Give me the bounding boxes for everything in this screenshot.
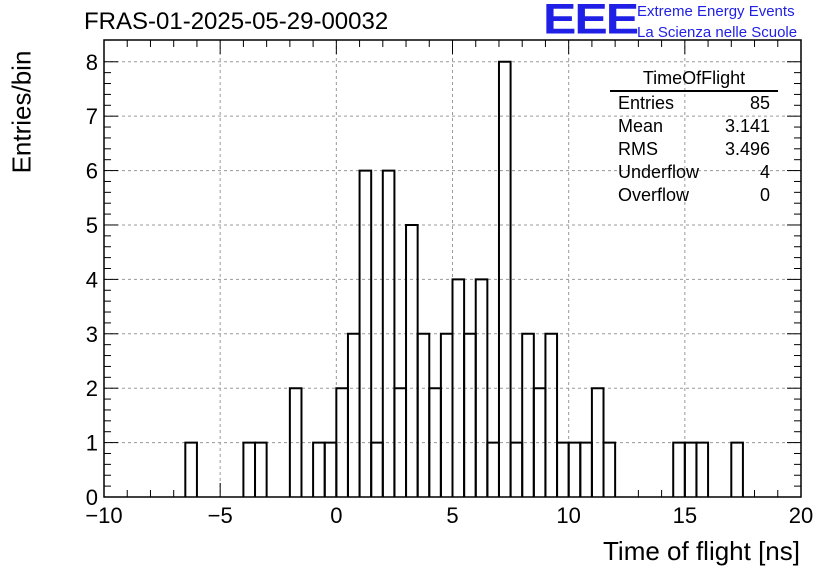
histogram-bin [730,441,744,497]
axis-ticks [103,40,802,498]
stats-label: Overflow [618,185,690,205]
histogram-bins [184,60,744,497]
stats-row-rms: RMS 3.496 [610,138,778,161]
y-tick-label: 6 [86,159,98,184]
histogram-bin [381,169,396,497]
histogram-bin [288,387,303,497]
stats-value: 0 [759,185,770,205]
logo-tagline-1: Extreme Energy Events [637,3,795,20]
histogram-bin [497,60,512,497]
x-tick-label: −10 [85,503,122,528]
y-tick-label: 5 [86,213,98,238]
x-tick-label: 0 [330,503,342,528]
eee-logo: EEE [543,0,639,44]
y-tick-label: 3 [86,322,98,347]
tick-labels: −10 −5 0 5 10 15 20 0 1 2 3 4 5 6 7 8 [85,50,813,528]
stats-row-mean: Mean 3.141 [610,115,778,138]
logo-tagline-2: La Scienza nelle Scuole [637,24,798,41]
stats-box: TimeOfFlight Entries 85 Mean 3.141 RMS 3… [610,67,778,207]
y-tick-label: 0 [86,485,98,510]
stats-row-entries: Entries 85 [610,92,778,115]
stats-value: 85 [749,93,770,113]
histogram-bin [602,441,617,497]
y-tick-label: 7 [86,104,98,129]
stats-row-overflow: Overflow 0 [610,184,778,207]
y-tick-label: 8 [86,50,98,75]
stats-label: Entries [618,93,675,113]
histogram-bin [184,441,198,497]
histogram-bin [254,441,268,497]
stats-label: RMS [618,139,658,159]
stats-value: 4 [759,162,770,182]
y-axis-label: Entries/bin [6,50,37,174]
x-tick-label: 15 [673,503,697,528]
stats-label: Mean [618,116,664,136]
x-axis-label: Time of flight [ns] [603,536,800,566]
x-tick-label: 20 [789,503,813,528]
histogram-bin [358,169,373,497]
stats-label: Underflow [618,162,700,182]
x-tick-label: −5 [208,503,233,528]
y-tick-label: 2 [86,376,98,401]
stats-value: 3.496 [724,139,770,159]
histogram-bin [695,441,710,497]
stats-value: 3.141 [724,116,770,136]
y-tick-label: 1 [86,431,98,456]
x-tick-label: 10 [556,503,580,528]
stats-row-underflow: Underflow 4 [610,161,778,184]
histogram-bin [474,278,489,497]
histogram-bin [544,332,559,497]
stats-title: TimeOfFlight [610,67,778,92]
x-tick-label: 5 [446,503,458,528]
plot-title: FRAS-01-2025-05-29-00032 [84,8,389,35]
y-tick-label: 4 [86,267,98,292]
